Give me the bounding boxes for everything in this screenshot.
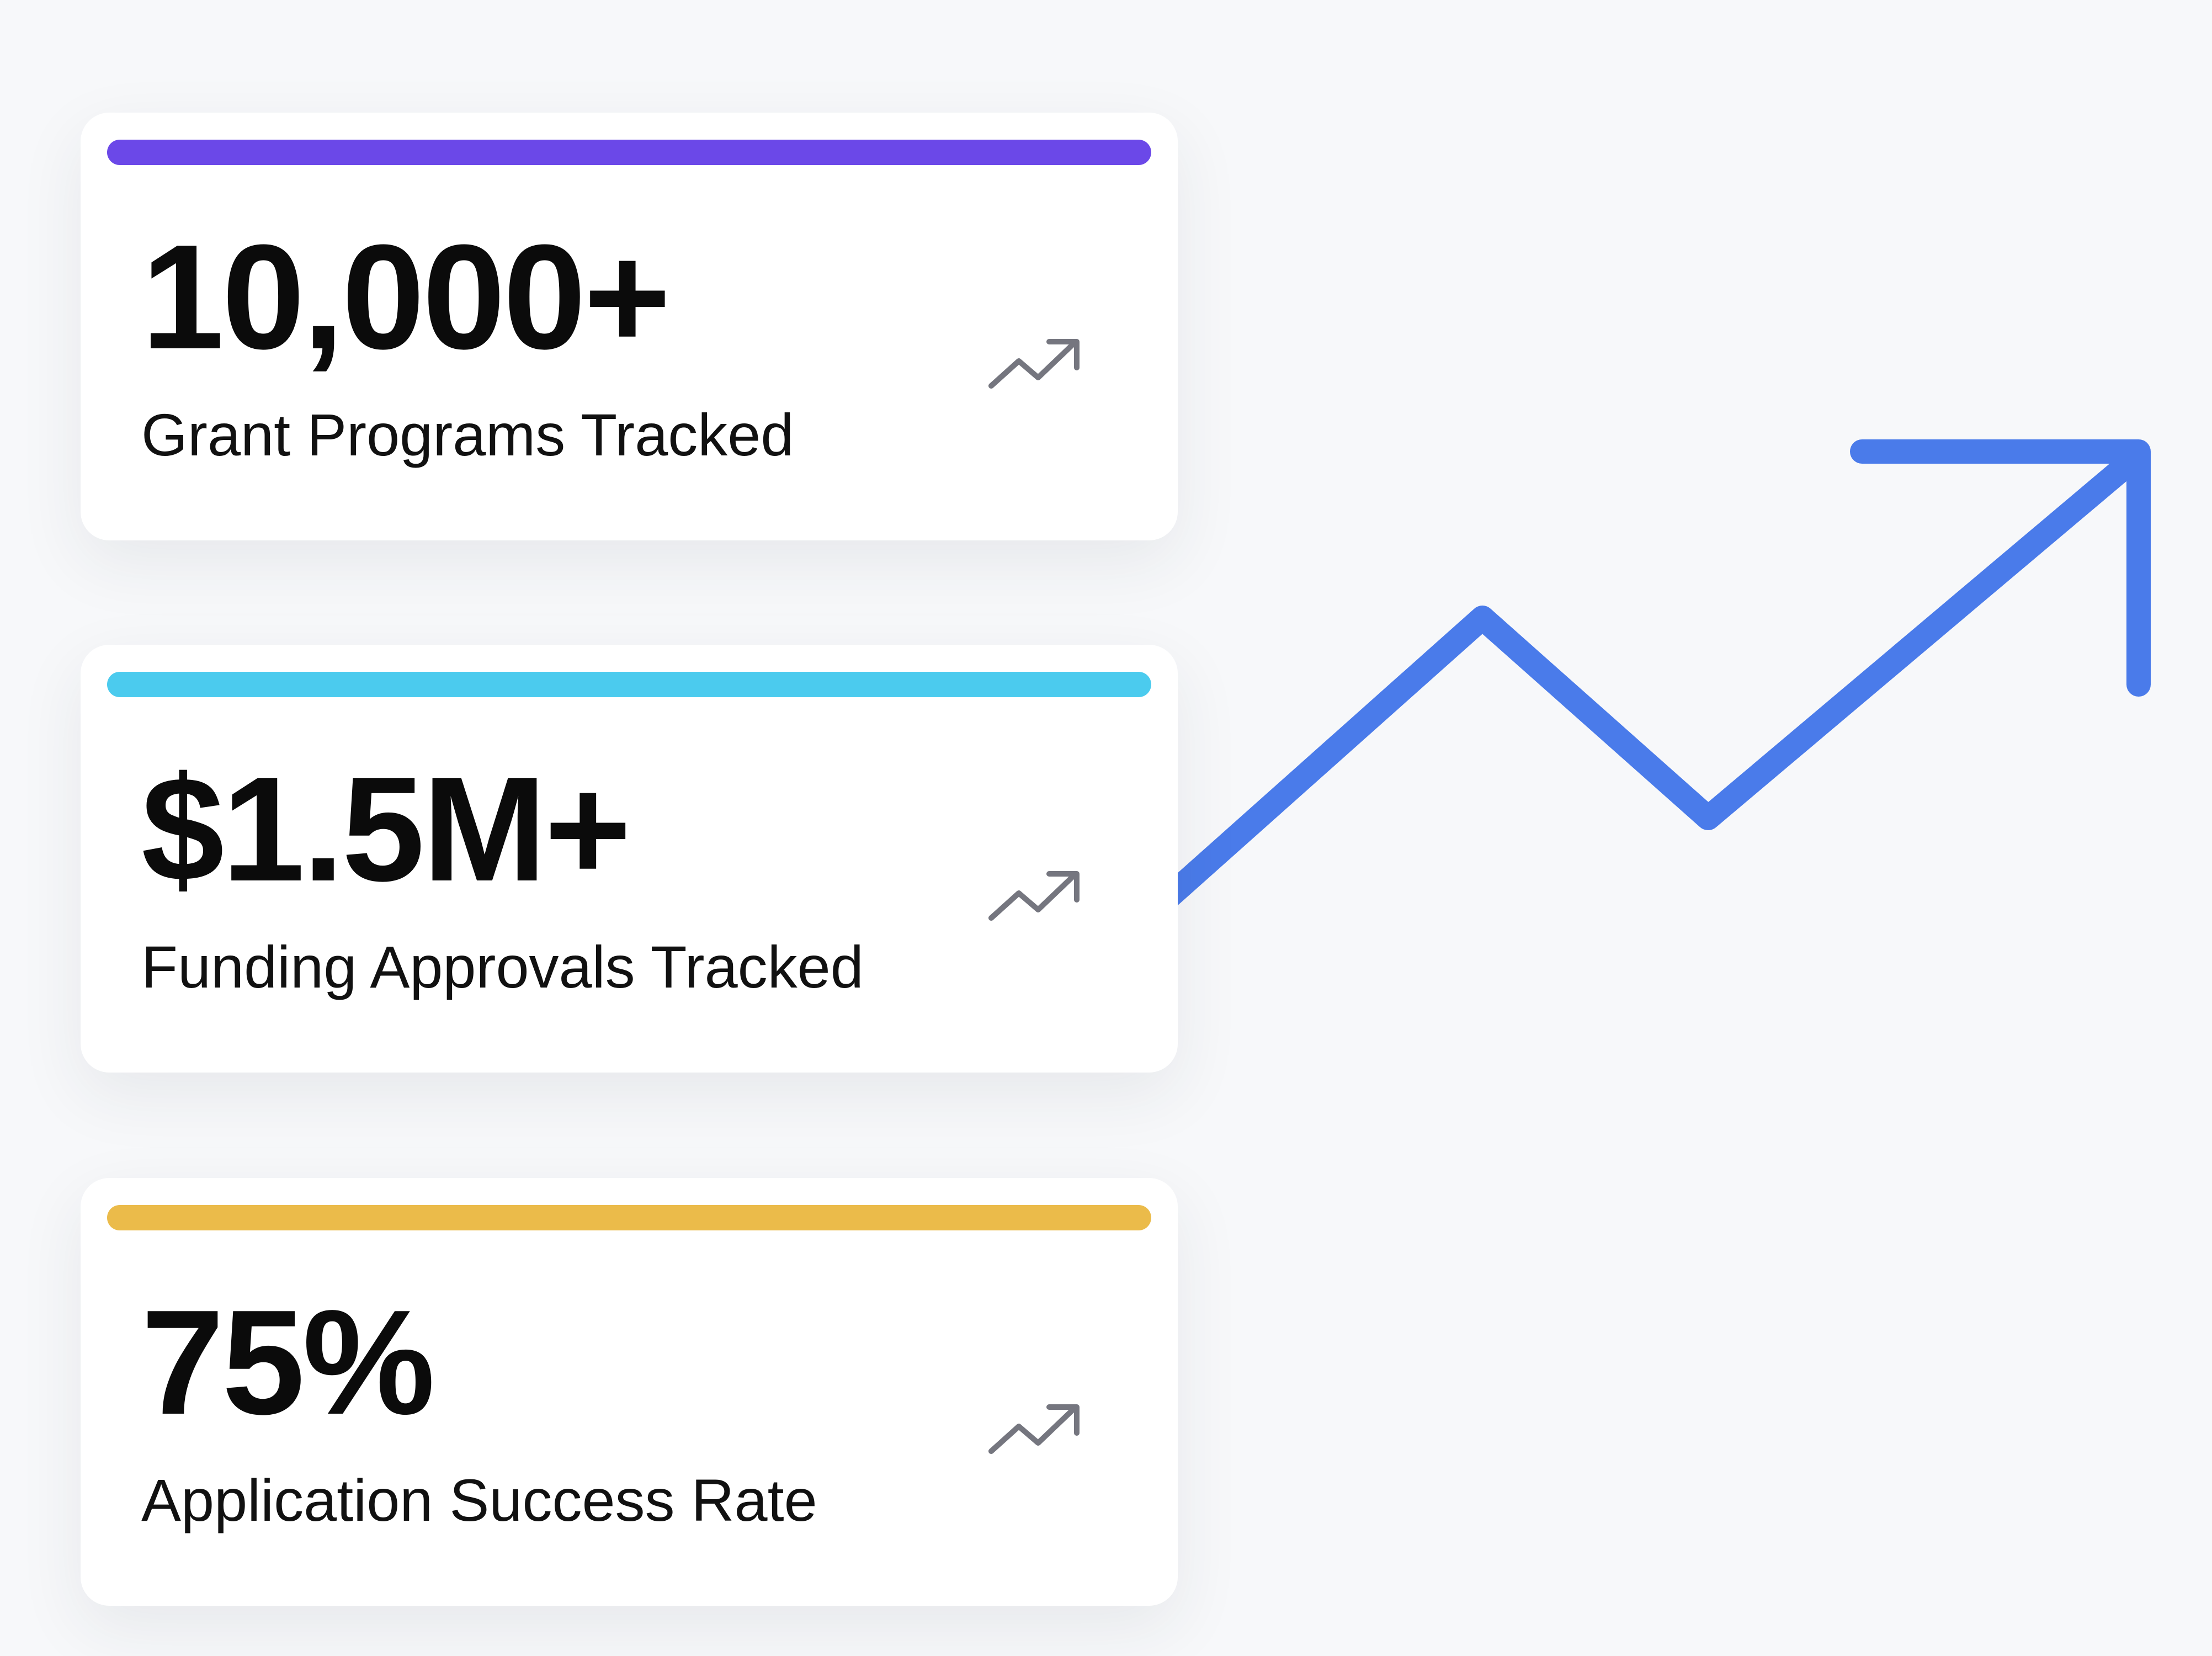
stat-card: 10,000+ Grant Programs Tracked bbox=[81, 113, 1178, 540]
accent-bar bbox=[107, 140, 1151, 165]
stat-label: Grant Programs Tracked bbox=[141, 401, 794, 468]
stat-label: Funding Approvals Tracked bbox=[141, 933, 864, 1000]
stat-label: Application Success Rate bbox=[141, 1467, 817, 1533]
stat-value: $1.5M+ bbox=[141, 746, 631, 912]
stat-value: 10,000+ bbox=[141, 214, 671, 380]
stat-card: $1.5M+ Funding Approvals Tracked bbox=[81, 645, 1178, 1073]
stat-card: 75% Application Success Rate bbox=[81, 1178, 1178, 1606]
stat-value: 75% bbox=[141, 1280, 435, 1446]
trend-icon bbox=[988, 871, 1080, 921]
accent-bar bbox=[107, 672, 1151, 697]
trend-icon bbox=[988, 1404, 1080, 1454]
trend-icon bbox=[988, 339, 1080, 389]
accent-bar bbox=[107, 1205, 1151, 1230]
